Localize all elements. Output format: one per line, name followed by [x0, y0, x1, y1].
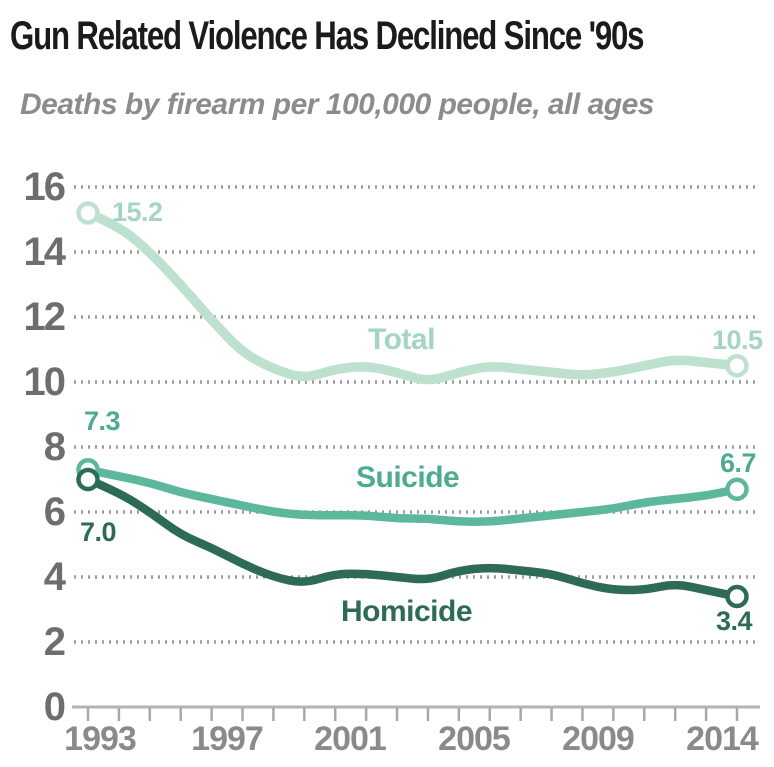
homicide-endpoint-marker	[725, 584, 749, 609]
total-endpoint-marker	[725, 354, 749, 378]
homicide-start-value-label: 7.0	[80, 517, 117, 547]
homicide-end-value-label: 3.4	[716, 606, 753, 636]
x-axis-tick-label: 1997	[191, 720, 264, 758]
suicide-series-label: Suicide	[356, 461, 460, 494]
suicide-end-value-label: 6.7	[720, 448, 757, 478]
y-axis-tick-label: 0	[43, 685, 66, 729]
x-axis-tick-label: 2009	[562, 720, 635, 758]
y-axis-tick-label: 10	[23, 360, 67, 404]
homicide-line	[83, 475, 742, 601]
homicide-series-label: Homicide	[341, 595, 473, 628]
homicide-endpoint-marker	[76, 467, 100, 492]
total-series-label: Total	[368, 323, 435, 356]
y-axis-tick-label: 14	[23, 230, 67, 274]
suicide-start-value-label: 7.3	[84, 406, 121, 436]
chart-title: Gun Related Violence Has Declined Since …	[10, 14, 645, 58]
suicide-endpoint-marker	[725, 477, 749, 501]
suicide-line	[83, 465, 742, 527]
y-axis-tick-label: 2	[43, 620, 66, 664]
total-endpoint-marker	[76, 201, 100, 225]
y-axis-tick-label: 6	[43, 490, 66, 534]
x-axis-tick-label: 2014	[686, 720, 759, 758]
y-axis-tick-label: 4	[43, 555, 66, 599]
x-axis-tick-label: 2001	[314, 720, 387, 758]
y-axis-tick-label: 12	[23, 295, 67, 339]
chart-subtitle: Deaths by firearm per 100,000 people, al…	[20, 88, 654, 121]
total-start-value-label: 15.2	[112, 197, 163, 227]
y-axis-tick-label: 16	[23, 165, 67, 209]
total-end-value-label: 10.5	[712, 325, 763, 355]
x-axis-tick-label: 2005	[438, 720, 511, 758]
total-line	[83, 208, 742, 385]
y-axis-tick-label: 8	[43, 425, 66, 469]
x-axis-tick-label: 1993	[64, 720, 137, 758]
